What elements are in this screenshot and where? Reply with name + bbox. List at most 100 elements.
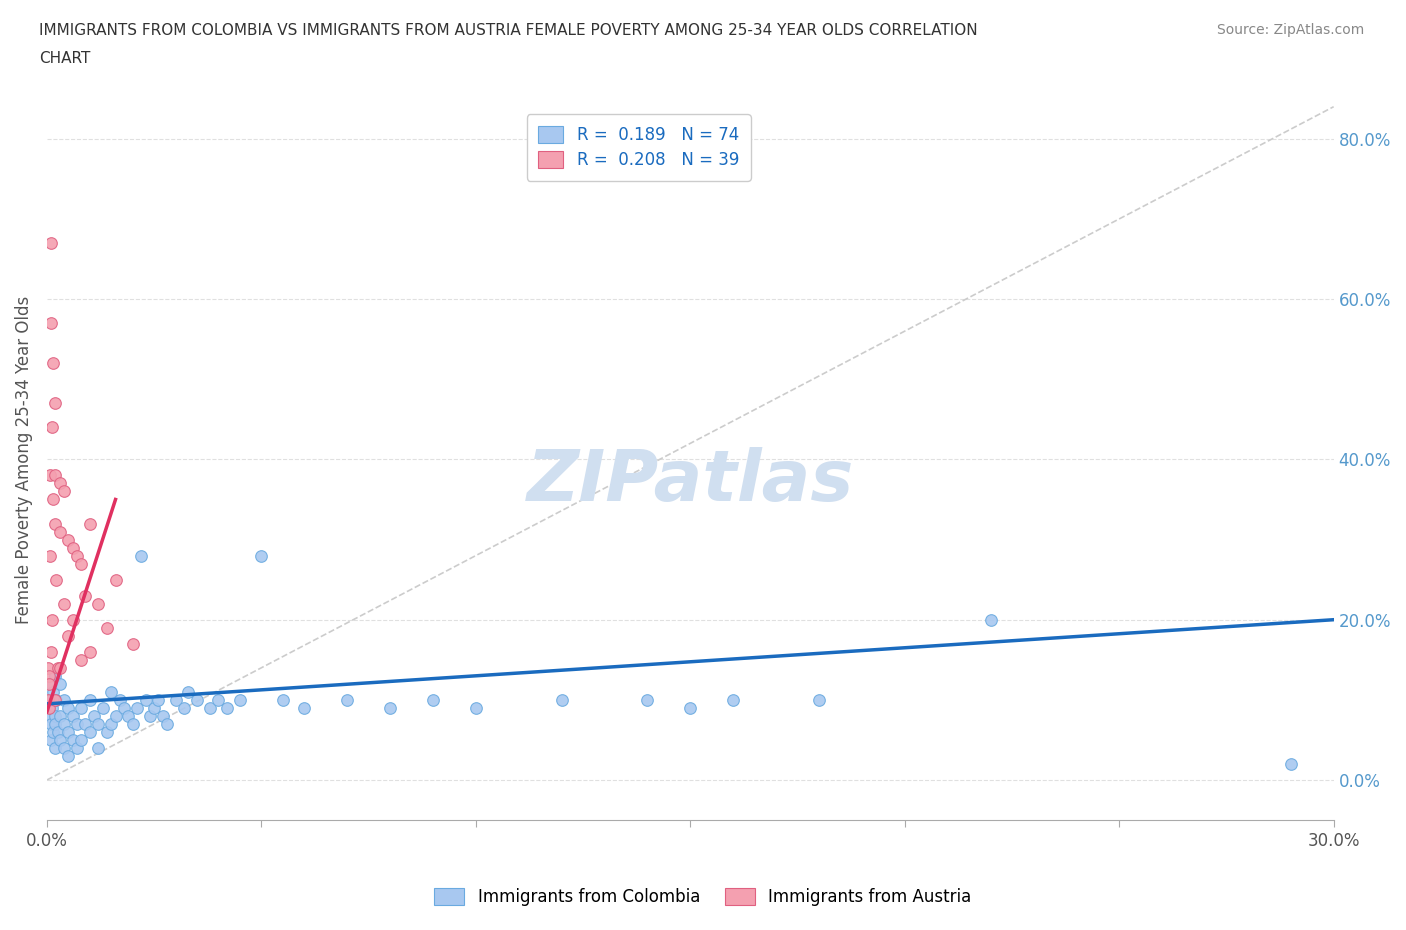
Point (117, 709, 139, 724)
Point (39, 733, 62, 748)
Point (979, 612, 1001, 627)
Point (152, 709, 174, 724)
Point (41, 420, 63, 435)
Point (87, 596, 110, 611)
Point (39, 235, 62, 250)
Point (42, 356, 65, 371)
Point (62, 733, 84, 748)
Point (42, 724, 65, 739)
Point (70, 652, 93, 667)
Text: Source: ZipAtlas.com: Source: ZipAtlas.com (1216, 23, 1364, 37)
Point (58, 749, 80, 764)
Point (53, 716, 76, 731)
Point (104, 709, 127, 724)
Point (70, 556, 93, 571)
Point (49, 660, 72, 675)
Point (125, 700, 148, 715)
Point (177, 684, 200, 699)
Point (62, 540, 84, 555)
Point (39, 716, 62, 731)
Point (679, 700, 702, 715)
Point (807, 693, 830, 708)
Point (1279, 756, 1302, 771)
Point (79, 693, 101, 708)
Point (39, 468, 62, 483)
Point (79, 724, 101, 739)
Point (44, 740, 66, 755)
Point (37, 693, 59, 708)
Point (70, 700, 93, 715)
Point (38, 676, 60, 691)
Text: CHART: CHART (39, 51, 91, 66)
Point (58, 700, 80, 715)
Point (75, 716, 97, 731)
Point (636, 693, 658, 708)
Point (96, 620, 118, 635)
Point (39, 693, 62, 708)
Point (721, 693, 744, 708)
Point (49, 476, 72, 491)
Point (100, 716, 122, 731)
Point (39, 644, 62, 659)
Point (165, 693, 187, 708)
Text: IMMIGRANTS FROM COLOMBIA VS IMMIGRANTS FROM AUSTRIA FEMALE POVERTY AMONG 25-34 Y: IMMIGRANTS FROM COLOMBIA VS IMMIGRANTS F… (39, 23, 979, 38)
Point (38, 700, 60, 715)
Point (112, 700, 135, 715)
Point (42, 492, 65, 507)
Point (44, 468, 66, 483)
Point (37, 660, 59, 675)
Point (53, 693, 76, 708)
Point (292, 700, 315, 715)
Y-axis label: Female Poverty Among 25-34 Year Olds: Female Poverty Among 25-34 Year Olds (15, 295, 32, 623)
Point (49, 525, 72, 539)
Point (41, 700, 63, 715)
Point (44, 516, 66, 531)
Legend: Immigrants from Colombia, Immigrants from Austria: Immigrants from Colombia, Immigrants fro… (427, 881, 979, 912)
Point (53, 596, 76, 611)
Point (53, 740, 76, 755)
Point (41, 612, 63, 627)
Point (336, 693, 359, 708)
Point (250, 548, 273, 563)
Point (44, 716, 66, 731)
Point (58, 724, 80, 739)
Point (66, 740, 89, 755)
Legend: R =  0.189   N = 74, R =  0.208   N = 39: R = 0.189 N = 74, R = 0.208 N = 39 (527, 114, 751, 180)
Point (62, 612, 84, 627)
Point (143, 700, 166, 715)
Point (108, 693, 131, 708)
Point (42, 684, 65, 699)
Point (87, 716, 110, 731)
Point (66, 716, 89, 731)
Point (100, 684, 122, 699)
Point (66, 548, 89, 563)
Point (49, 676, 72, 691)
Point (87, 740, 110, 755)
Point (422, 693, 444, 708)
Point (550, 693, 572, 708)
Point (121, 716, 143, 731)
Point (215, 700, 238, 715)
Point (58, 629, 80, 644)
Point (62, 709, 84, 724)
Point (58, 532, 80, 547)
Point (44, 396, 66, 411)
Point (91, 700, 114, 715)
Point (139, 709, 162, 724)
Point (53, 484, 76, 498)
Point (79, 644, 101, 659)
Point (129, 548, 152, 563)
Point (44, 669, 66, 684)
Point (96, 724, 118, 739)
Point (156, 716, 179, 731)
Point (186, 693, 208, 708)
Point (75, 588, 97, 603)
Point (173, 700, 195, 715)
Point (45, 572, 67, 587)
Point (46, 724, 69, 739)
Text: ZIPatlas: ZIPatlas (527, 446, 853, 515)
Point (135, 693, 157, 708)
Point (104, 572, 127, 587)
Point (38, 709, 60, 724)
Point (83, 709, 105, 724)
